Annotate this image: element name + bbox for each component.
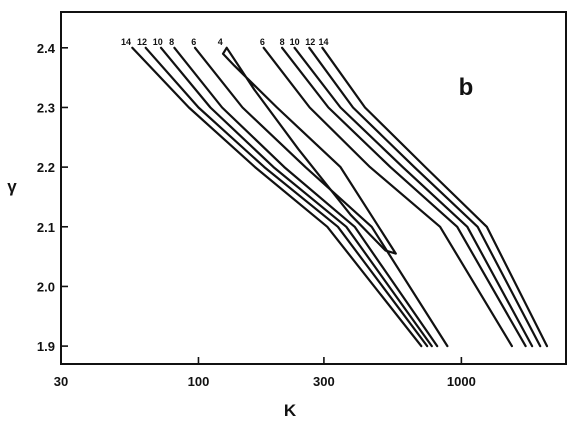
y-tick-label: 1.9 bbox=[37, 339, 55, 354]
series-label-left-12: 12 bbox=[137, 37, 147, 47]
curve-labels: 14 12 10 8 6 4 6 8 10 12 14 bbox=[121, 37, 329, 47]
y-axis-label: γ bbox=[7, 177, 17, 196]
series-line-left-8 bbox=[173, 46, 439, 348]
series-line-left-6 bbox=[193, 46, 449, 348]
series-group bbox=[131, 46, 549, 348]
y-tick-label: 2.0 bbox=[37, 279, 55, 294]
panel-label: b bbox=[459, 74, 474, 101]
series-label-right-8: 8 bbox=[280, 37, 285, 47]
x-tick-label: 1000 bbox=[447, 374, 476, 389]
x-tick-label: 300 bbox=[313, 374, 335, 389]
y-tick-label: 2.2 bbox=[37, 160, 55, 175]
x-tick-label: 30 bbox=[54, 374, 68, 389]
series-label-left-6: 6 bbox=[191, 37, 196, 47]
series-label-right-12: 12 bbox=[305, 37, 315, 47]
y-tick-label: 2.4 bbox=[37, 41, 56, 56]
series-label-left-14: 14 bbox=[121, 37, 131, 47]
series-label-left-4: 4 bbox=[218, 37, 223, 47]
plot-frame bbox=[60, 11, 567, 365]
y-tick-label: 2.1 bbox=[37, 220, 55, 235]
y-tick-label: 2.3 bbox=[37, 100, 55, 115]
series-label-left-10: 10 bbox=[153, 37, 163, 47]
series-line-right-12 bbox=[308, 46, 542, 348]
series-line-left-4 bbox=[221, 46, 397, 255]
series-line-right-6 bbox=[262, 46, 513, 348]
series-line-left-12 bbox=[144, 46, 429, 348]
x-axis: 30 100 300 1000 bbox=[54, 357, 476, 389]
x-axis-label: K bbox=[284, 401, 297, 420]
y-axis: 1.9 2.0 2.1 2.2 2.3 2.4 bbox=[37, 41, 68, 354]
series-label-right-6: 6 bbox=[260, 37, 265, 47]
series-line-right-10 bbox=[293, 46, 534, 348]
series-label-right-10: 10 bbox=[290, 37, 300, 47]
series-label-right-14: 14 bbox=[318, 37, 328, 47]
x-tick-label: 100 bbox=[188, 374, 210, 389]
series-line-left-14 bbox=[131, 46, 423, 348]
series-line-right-8 bbox=[281, 46, 527, 348]
series-line-left-10 bbox=[159, 46, 433, 348]
series-line-right-14 bbox=[321, 46, 549, 348]
series-label-left-8: 8 bbox=[169, 37, 174, 47]
